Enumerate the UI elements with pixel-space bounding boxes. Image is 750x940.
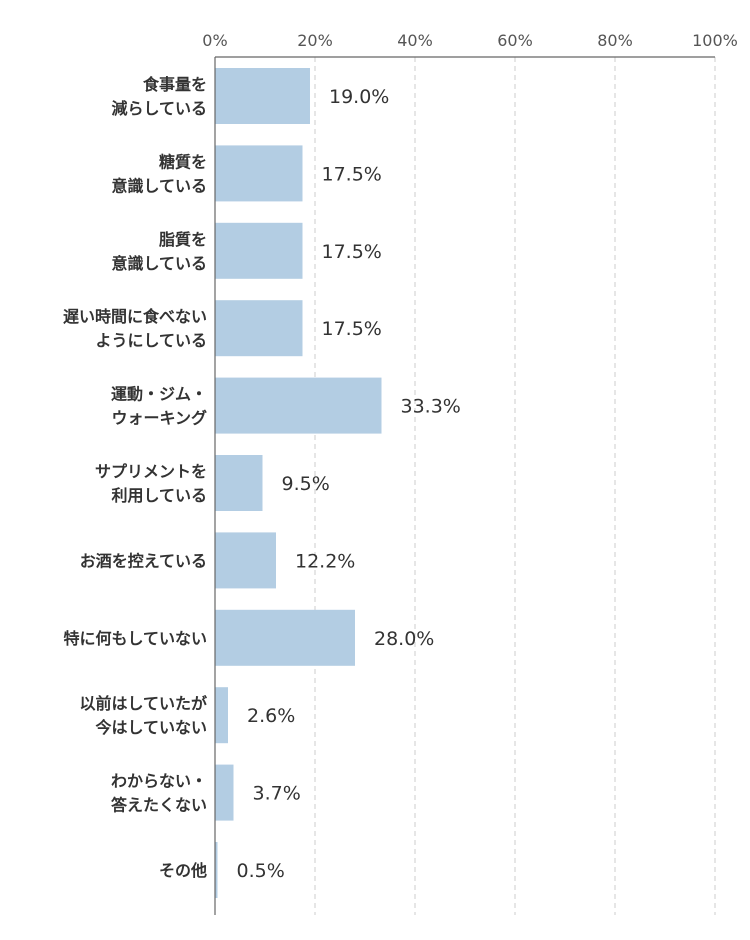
category-label-line: 脂質を bbox=[159, 230, 207, 249]
data-label: 17.5% bbox=[322, 241, 382, 263]
category-label-line: 減らしている bbox=[111, 99, 207, 118]
axes bbox=[214, 56, 715, 915]
data-label: 3.7% bbox=[253, 783, 301, 805]
category-label-line: 運動・ジム・ bbox=[111, 385, 207, 404]
x-tick-label: 60% bbox=[497, 31, 533, 50]
category-label: 運動・ジム・ウォーキング bbox=[111, 385, 207, 428]
data-label: 28.0% bbox=[374, 628, 434, 650]
data-label: 19.0% bbox=[329, 86, 389, 108]
bar bbox=[215, 687, 228, 744]
bar bbox=[215, 222, 303, 279]
data-label: 17.5% bbox=[322, 318, 382, 340]
bars bbox=[215, 68, 382, 898]
value-labels: 19.0% 17.5% 17.5% 17.5% 33.3% 9.5% 12.2% 28.0% 2… bbox=[237, 86, 461, 882]
category-label: 特に何もしていない bbox=[63, 629, 207, 648]
bar bbox=[215, 377, 382, 434]
data-label: 17.5% bbox=[322, 163, 382, 185]
category-label-line: わからない・ bbox=[111, 772, 207, 791]
x-tick-label: 0% bbox=[202, 31, 227, 50]
grid-lines bbox=[314, 57, 716, 915]
category-label-line: お酒を控えている bbox=[80, 551, 207, 570]
category-label: わからない・答えたくない bbox=[111, 772, 207, 815]
category-label-line: 以前はしていたが bbox=[79, 694, 207, 713]
bar bbox=[215, 455, 263, 511]
category-label-line: サプリメントを bbox=[95, 462, 207, 481]
data-label: 9.5% bbox=[282, 473, 330, 495]
category-label-line: ウォーキング bbox=[111, 409, 207, 428]
category-label-line: 意識している bbox=[111, 254, 207, 273]
category-label: お酒を控えている bbox=[80, 551, 207, 570]
data-label: 33.3% bbox=[401, 396, 461, 418]
x-tick-label: 80% bbox=[597, 31, 633, 50]
x-tick-label: 100% bbox=[692, 31, 738, 50]
category-label-line: 答えたくない bbox=[111, 796, 207, 815]
category-label-line: ようにしている bbox=[95, 331, 207, 350]
bar bbox=[215, 532, 276, 589]
category-label: 食事量を減らしている bbox=[111, 75, 207, 118]
x-tick-label: 40% bbox=[397, 31, 433, 50]
x-tick-label: 20% bbox=[297, 31, 333, 50]
category-label-line: その他 bbox=[159, 861, 207, 880]
x-axis-ticks: 0% 20% 40% 60% 80% 100% bbox=[202, 31, 738, 50]
category-label-line: 利用している bbox=[111, 486, 207, 505]
bar bbox=[215, 842, 218, 898]
category-label-line: 特に何もしていない bbox=[63, 629, 207, 648]
category-label-line: 食事量を bbox=[142, 75, 207, 94]
data-label: 12.2% bbox=[295, 550, 355, 572]
bar bbox=[215, 145, 303, 202]
category-label: 脂質を意識している bbox=[111, 230, 207, 273]
category-labels: 食事量を減らしている糖質を意識している脂質を意識している遅い時間に食べないように… bbox=[63, 75, 207, 880]
bar bbox=[215, 300, 303, 357]
bar bbox=[215, 609, 355, 666]
category-label-line: 今はしていない bbox=[94, 718, 207, 737]
category-label: その他 bbox=[159, 861, 207, 880]
category-label: サプリメントを利用している bbox=[95, 462, 207, 505]
category-label: 遅い時間に食べないようにしている bbox=[63, 307, 207, 350]
category-label-line: 遅い時間に食べない bbox=[63, 307, 207, 326]
bar bbox=[215, 68, 310, 124]
bar bbox=[215, 764, 234, 821]
category-label: 糖質を意識している bbox=[111, 152, 207, 195]
category-label: 以前はしていたが今はしていない bbox=[79, 694, 207, 737]
category-label-line: 糖質を bbox=[159, 152, 207, 171]
data-label: 2.6% bbox=[247, 705, 295, 727]
category-label-line: 意識している bbox=[111, 176, 207, 195]
data-label: 0.5% bbox=[237, 860, 285, 882]
